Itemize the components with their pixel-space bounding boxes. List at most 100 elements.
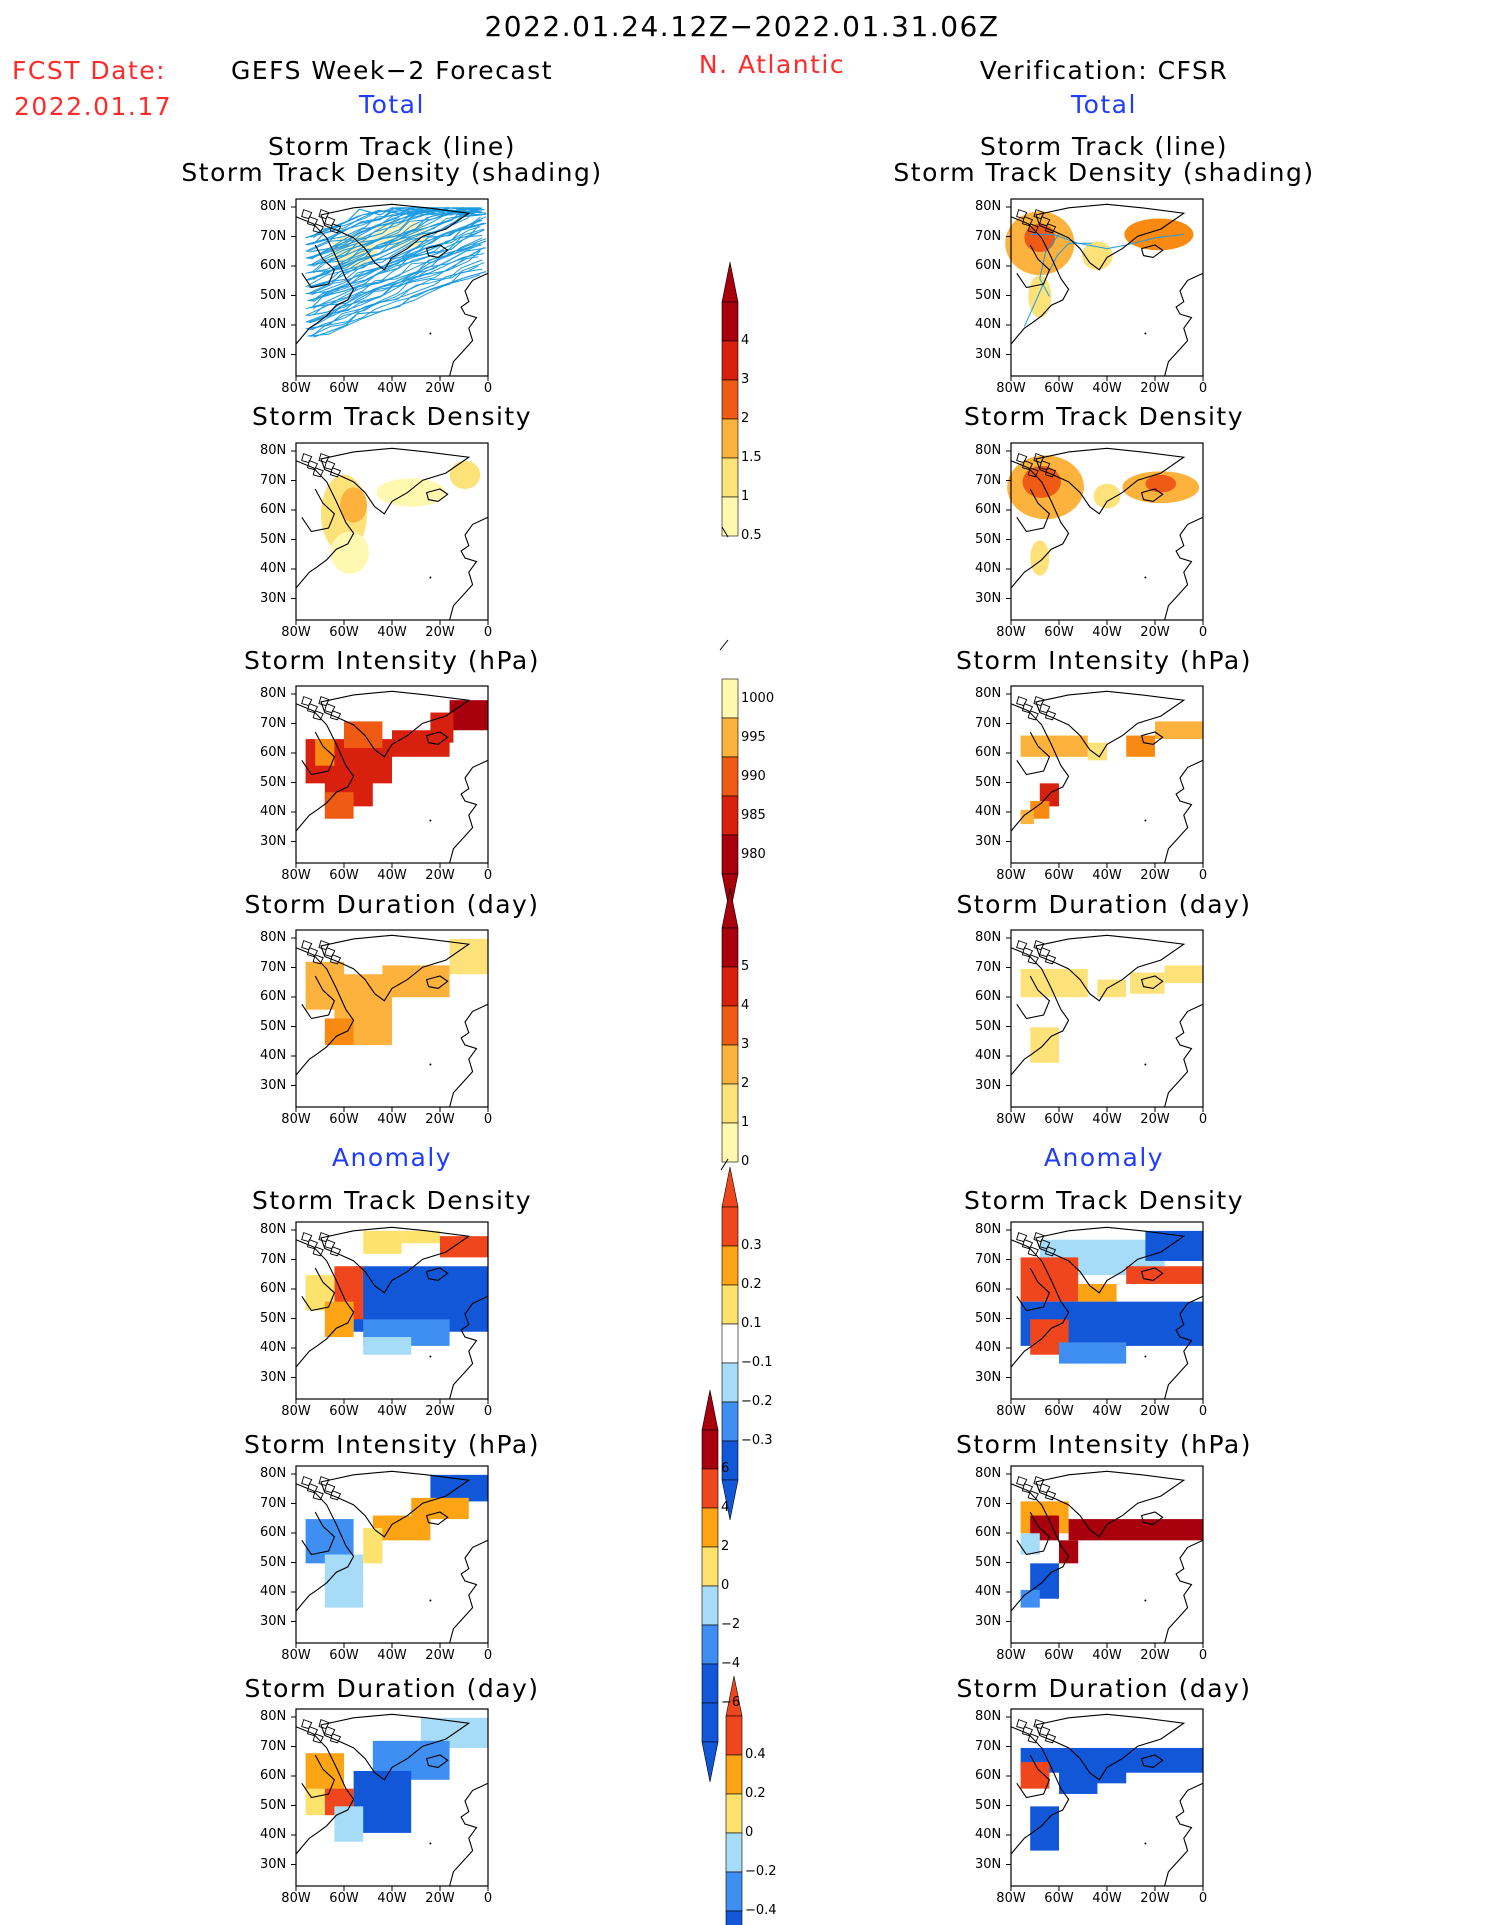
data-cell bbox=[344, 721, 383, 748]
colorbar-leader-line bbox=[719, 639, 729, 651]
lon-tick-label: 40W bbox=[1092, 1404, 1122, 1419]
panel-title-intensity-left: Storm Intensity (hPa) bbox=[244, 646, 540, 675]
panel-anomaly-track-density-left bbox=[291, 1221, 489, 1404]
coastline bbox=[1035, 690, 1186, 758]
colorbar-leader-line bbox=[720, 1158, 729, 1171]
lat-tick-label: 80N bbox=[975, 443, 1002, 458]
storm-track-line bbox=[305, 231, 479, 294]
lon-tick-label: 20W bbox=[1140, 1112, 1170, 1127]
lon-tick-label: 60W bbox=[329, 1404, 359, 1419]
island-dot bbox=[429, 1842, 432, 1845]
colorbar-segment bbox=[725, 1715, 743, 1756]
colorbar-segment bbox=[701, 1585, 719, 1626]
island-dot bbox=[1144, 819, 1147, 822]
coastline bbox=[1164, 516, 1204, 621]
colorbar-label: 0 bbox=[745, 1825, 754, 1840]
coastline bbox=[449, 516, 489, 621]
colorbar-label: −2 bbox=[721, 1617, 741, 1632]
coastline bbox=[1140, 244, 1164, 258]
coastline bbox=[329, 1246, 342, 1257]
coastline bbox=[312, 467, 324, 478]
lat-tick-label: 70N bbox=[260, 1738, 287, 1754]
left-column-title: GEFS Week−2 Forecast bbox=[230, 56, 554, 85]
coastline bbox=[295, 703, 355, 832]
colorbar-segment bbox=[721, 1284, 739, 1325]
colorbar-arrow-bottom bbox=[701, 1741, 719, 1783]
colorbar-label: −0.2 bbox=[745, 1864, 777, 1879]
coastline bbox=[1035, 203, 1186, 271]
lat-tick-label: 30N bbox=[975, 590, 1002, 606]
lon-tick-label: 20W bbox=[425, 625, 455, 640]
lat-tick-label: 80N bbox=[975, 1709, 1002, 1724]
panel-storm-track-density-right bbox=[1006, 442, 1204, 625]
coastline bbox=[425, 1754, 449, 1768]
coastline bbox=[312, 1733, 324, 1744]
data-cell bbox=[1020, 968, 1088, 998]
colorbar-segment bbox=[721, 379, 739, 420]
island-dot bbox=[429, 1355, 432, 1358]
storm-track-line bbox=[305, 265, 479, 330]
coastline bbox=[1027, 223, 1039, 234]
lat-tick-label: 60N bbox=[975, 989, 1002, 1004]
island-dot bbox=[429, 332, 432, 335]
panel-anomaly-track-density-right bbox=[1006, 1221, 1204, 1404]
lon-tick-label: 40W bbox=[377, 1891, 407, 1906]
lon-tick-label: 20W bbox=[425, 1891, 455, 1906]
data-cell bbox=[1059, 1540, 1079, 1564]
lon-tick-label: 20W bbox=[425, 381, 455, 396]
colorbar-segment bbox=[721, 834, 739, 875]
map-background bbox=[1011, 930, 1203, 1107]
colorbar-segment bbox=[721, 1323, 739, 1364]
lon-tick-label: 40W bbox=[377, 1112, 407, 1127]
colorbar-label: −4 bbox=[721, 1656, 741, 1671]
colorbar-leader-line bbox=[721, 526, 729, 538]
coastline bbox=[1016, 1511, 1051, 1556]
coastline bbox=[320, 1470, 471, 1538]
storm-track-line bbox=[307, 226, 481, 295]
data-cell bbox=[401, 1230, 440, 1244]
island-dot bbox=[1144, 332, 1147, 335]
lon-tick-label: 0 bbox=[483, 381, 493, 396]
colorbar-label: 985 bbox=[741, 807, 766, 823]
data-cell bbox=[1020, 1257, 1079, 1302]
region-label: N. Atlantic bbox=[698, 50, 846, 79]
coastline bbox=[1140, 488, 1164, 502]
storm-track-line bbox=[311, 222, 485, 309]
coastline bbox=[329, 710, 342, 721]
lat-tick-label: 70N bbox=[975, 715, 1002, 731]
lon-tick-label: 20W bbox=[1140, 1404, 1170, 1419]
lat-tick-label: 40N bbox=[260, 1584, 287, 1599]
panel-anomaly-duration-left bbox=[291, 1708, 489, 1891]
coastline bbox=[1010, 1239, 1070, 1368]
data-cell bbox=[1020, 809, 1035, 825]
lat-tick-label: 30N bbox=[260, 1369, 287, 1385]
storm-track-line bbox=[307, 219, 481, 302]
lat-tick-label: 60N bbox=[975, 1281, 1002, 1296]
coastline bbox=[1044, 710, 1057, 721]
data-cell bbox=[315, 739, 335, 766]
colorbar-anomaly-density bbox=[721, 1166, 739, 1521]
colorbar-label: −0.2 bbox=[741, 1394, 773, 1409]
right-column-title: Verification: CFSR bbox=[979, 56, 1229, 85]
lon-tick-label: 40W bbox=[1092, 1648, 1122, 1663]
lon-tick-label: 0 bbox=[483, 1648, 493, 1663]
coastline bbox=[301, 488, 336, 533]
lon-tick-label: 0 bbox=[483, 868, 493, 883]
lat-tick-label: 40N bbox=[975, 804, 1002, 819]
lon-tick-label: 60W bbox=[1044, 1648, 1074, 1663]
lat-tick-label: 50N bbox=[260, 774, 287, 790]
lon-tick-label: 60W bbox=[329, 1112, 359, 1127]
colorbar-label: 1000 bbox=[741, 690, 775, 706]
colorbar-label: 5 bbox=[741, 959, 750, 974]
storm-track-line bbox=[309, 235, 483, 302]
panel-anomaly-intensity-right bbox=[1006, 1465, 1204, 1648]
panel-storm-duration-right bbox=[1006, 929, 1204, 1112]
lat-tick-label: 30N bbox=[260, 1856, 287, 1872]
lat-tick-label: 50N bbox=[975, 1797, 1002, 1813]
lon-tick-label: 40W bbox=[377, 868, 407, 883]
colorbar-label: 990 bbox=[741, 768, 766, 784]
lat-tick-label: 50N bbox=[975, 287, 1002, 303]
lat-tick-label: 30N bbox=[260, 590, 287, 606]
data-cell bbox=[363, 1527, 383, 1564]
lat-tick-label: 70N bbox=[260, 715, 287, 731]
